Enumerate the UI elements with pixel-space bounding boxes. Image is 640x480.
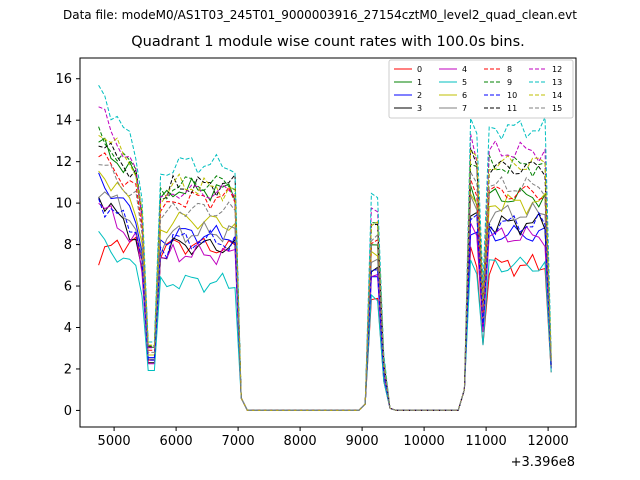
x-tick-label: 11000: [465, 434, 506, 449]
legend-label-5: 5: [462, 78, 467, 87]
legend-label-11: 11: [507, 104, 517, 113]
legend-label-0: 0: [417, 65, 422, 74]
x-tick-label: 9000: [346, 434, 379, 449]
series-line-14: [98, 134, 552, 411]
data-file-title: Data file: modeM0/AS1T03_245T01_90000039…: [63, 8, 577, 22]
legend-label-13: 13: [552, 78, 562, 87]
plot-frame: [79, 57, 577, 428]
y-tick-label: 8: [64, 238, 72, 253]
x-tick-label: 10000: [403, 434, 444, 449]
axes-ticks: 5000 6000 7000 8000 9000 10000 11000 12000 0 2 4 6 8…: [55, 72, 568, 449]
x-tick-label: 6000: [160, 434, 193, 449]
y-tick-label: 16: [55, 72, 72, 87]
legend-label-7: 7: [462, 104, 467, 113]
legend-label-3: 3: [417, 104, 422, 113]
series-lines: [98, 84, 552, 411]
series-line-9: [98, 126, 552, 411]
y-tick-label: 6: [64, 280, 72, 295]
x-tick-label: 7000: [222, 434, 255, 449]
legend-label-9: 9: [507, 78, 512, 87]
series-line-13: [98, 84, 552, 411]
legend-label-12: 12: [552, 65, 562, 74]
legend-label-6: 6: [462, 91, 467, 100]
y-tick-label: 0: [64, 404, 72, 419]
legend-label-15: 15: [552, 104, 562, 113]
x-offset-label: +3.396e8: [511, 455, 575, 470]
series-line-15: [98, 164, 552, 411]
x-tick-label: 5000: [98, 434, 131, 449]
x-tick-label: 12000: [527, 434, 568, 449]
x-tick-label: 8000: [284, 434, 317, 449]
y-tick-label: 14: [55, 114, 72, 129]
legend-label-8: 8: [507, 65, 512, 74]
legend-label-10: 10: [507, 91, 517, 100]
legend-label-2: 2: [417, 91, 422, 100]
y-tick-label: 10: [55, 197, 72, 212]
y-tick-label: 4: [64, 321, 72, 336]
legend-label-14: 14: [552, 91, 562, 100]
y-tick-label: 12: [55, 155, 72, 170]
y-tick-label: 2: [64, 362, 72, 377]
chart-title: Quadrant 1 module wise count rates with …: [131, 34, 525, 50]
legend-label-4: 4: [462, 65, 467, 74]
legend-label-1: 1: [417, 78, 422, 87]
legend-box: [388, 59, 574, 119]
